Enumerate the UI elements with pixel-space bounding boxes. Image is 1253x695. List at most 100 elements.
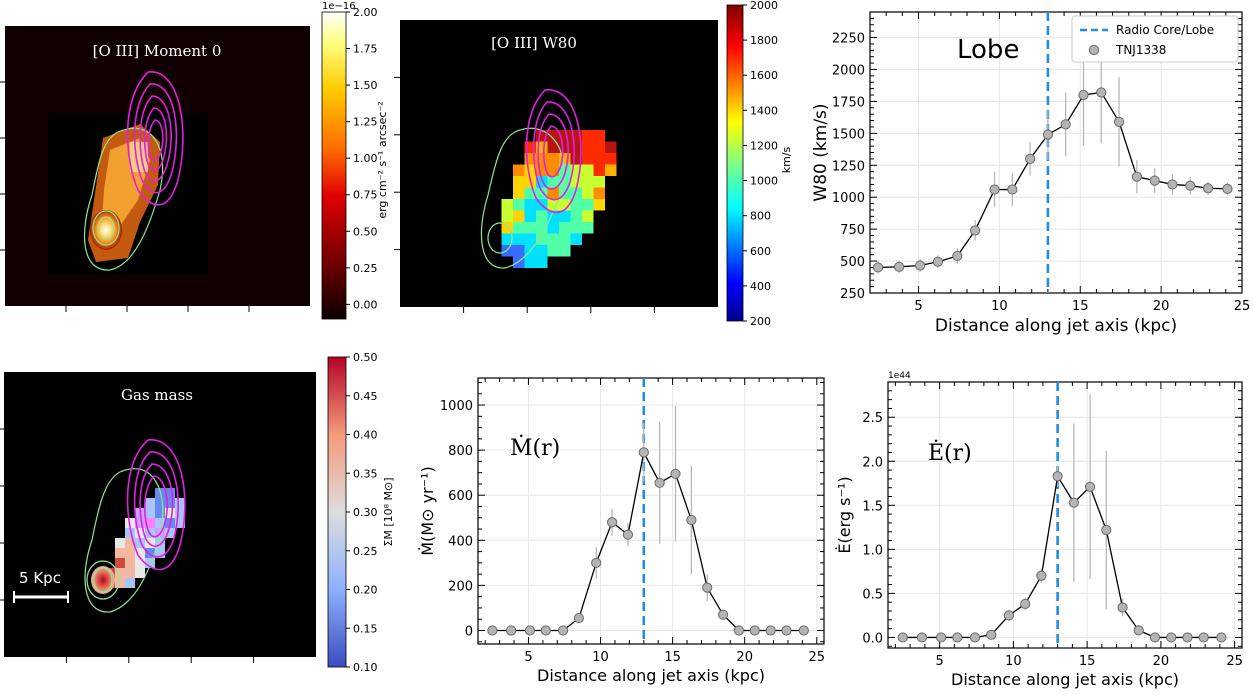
w80map-pixel: [593, 199, 605, 211]
w80-plot-point: [932, 256, 944, 267]
moment0-title: [O III] Moment 0: [93, 42, 222, 60]
gasmass-pixel: [135, 538, 145, 548]
gasmass-pixel: [155, 518, 165, 528]
edot-plot-point: [969, 632, 981, 643]
w80map-pixel: [513, 199, 525, 211]
gasmass-colorbar-tick-label: 0.40: [353, 429, 378, 442]
w80map-pixel: [513, 164, 525, 176]
w80map-pixel: [536, 153, 548, 165]
gasmass-pixel: [155, 498, 165, 508]
mdot-plot-point: [686, 514, 697, 526]
w80-plot-point: [952, 250, 963, 262]
moment0-colorbar-tick-label: 1.25: [353, 116, 378, 129]
w80map-colorbar-tick-label: 1800: [750, 34, 778, 47]
moment0-radio-contours: [126, 71, 184, 206]
mdot-plot-point: [670, 468, 681, 479]
w80-plot-x-tick-label: 20: [1153, 299, 1170, 314]
moment0-colorbar-tick-label: 0.50: [353, 225, 378, 238]
w80map-pixel: [570, 187, 582, 199]
gasmass-pixel: [115, 538, 125, 548]
w80map-pixel: [536, 141, 548, 153]
w80-plot-y-tick-label: 1750: [832, 95, 865, 110]
moment0-colorbar-exponent: 1e−16: [322, 1, 356, 12]
gasmass-pixel: [115, 568, 125, 578]
mdot-plot-point: [733, 625, 745, 636]
w80map-pixel: [547, 210, 559, 222]
gasmass-pixel: [125, 568, 135, 578]
w80map-pixel: [547, 130, 559, 142]
w80map-pixel: [593, 164, 605, 176]
mdot-plot-point: [524, 625, 536, 636]
w80map-pixel: [536, 164, 548, 176]
w80-plot-point: [1222, 183, 1233, 195]
edot-plot-point: [1036, 570, 1047, 581]
edot-plot-x-tick-label: 10: [1005, 654, 1022, 669]
gasmass-green-contours: [84, 468, 164, 613]
w80map-pixel: [501, 222, 513, 234]
gasmass-pixel: [145, 548, 155, 558]
legend-radio-core-label: Radio Core/Lobe: [1116, 23, 1214, 37]
w80map-colorbar-tick-label: 1400: [750, 104, 778, 117]
gasmass-pixel: [135, 568, 145, 578]
w80-plot-point: [1042, 129, 1054, 140]
w80map-pixel: [605, 153, 617, 165]
mdot-plot-xlabel: Distance along jet axis (kpc): [537, 666, 765, 685]
w80map-colorbar-tick-label: 2000: [750, 0, 778, 12]
edot-plot-point: [1182, 632, 1193, 643]
w80map-green-contours: [480, 127, 565, 269]
w80map-colorbar: 2000 1800 1600 1400 1200 1000 800 600 400 200 km/…: [726, 0, 793, 328]
w80map-pixel: [536, 176, 548, 188]
gasmass-colorbar-tick-label: 0.15: [353, 622, 378, 635]
moment0-colorbar-tick-label: 2.00: [353, 6, 378, 19]
edot-plot-point: [1003, 610, 1015, 621]
mdot-profile-plot: 5 10 15 20 25 0 200 400 600 800 1000 Distance along…: [418, 377, 826, 685]
w80-plot-x-tick-label: 10: [991, 299, 1008, 314]
w80map-pixel: [547, 222, 559, 234]
w80map-pixel: [547, 187, 559, 199]
mdot-plot-x-tick-label: 10: [592, 650, 609, 665]
w80map-radio-contours: [525, 89, 582, 213]
w80map-pixel: [570, 199, 582, 211]
mdot-plot-x-tick-label: 5: [524, 650, 532, 665]
legend-box: [1071, 15, 1239, 63]
edot-plot-y-tick-label: 0.0: [862, 631, 883, 646]
gasmass-colorbar-label: ΣM [10⁸ M⊙]: [382, 477, 395, 546]
mdot-plot-point: [557, 625, 569, 636]
mdot-plot-x-tick-label: 25: [809, 650, 826, 665]
w80map-pixel: [582, 164, 594, 176]
w80map-colorbar-tick-label: 600: [750, 245, 771, 258]
w80map-pixel: [547, 245, 559, 257]
w80map-pixel: [582, 222, 594, 234]
edot-plot-x-tick-label: 25: [1226, 654, 1243, 669]
edot-plot-point: [1149, 632, 1161, 643]
mdot-plot-point: [606, 517, 618, 528]
mdot-plot-point: [540, 625, 551, 636]
mdot-plot-y-tick-label: 400: [448, 534, 473, 549]
gasmass-pixel: [125, 578, 135, 588]
edot-plot-x-tick-label: 15: [1079, 654, 1096, 669]
w80map-pixel: [570, 222, 582, 234]
w80map-pixel: [582, 176, 594, 188]
w80-plot-point: [1096, 87, 1107, 98]
gasmass-pixel: [125, 538, 135, 548]
w80map-pixel: [513, 187, 525, 199]
mdot-plot-frame: [477, 377, 825, 645]
w80map-pixel: [513, 233, 525, 245]
mdot-plot-point: [781, 625, 792, 636]
mdot-plot-y-tick-label: 0: [465, 624, 473, 639]
w80map-pixel: [524, 153, 536, 165]
mdot-plot-series-line: [492, 450, 804, 632]
w80map-pixel: [513, 245, 525, 257]
w80map-pixel: [570, 153, 582, 165]
w80-plot-point: [1007, 184, 1018, 195]
w80-plot-point: [1131, 171, 1142, 182]
edot-plot-point: [897, 632, 908, 643]
edot-plot-point: [1020, 598, 1031, 610]
w80map-pixel: [559, 199, 571, 211]
gasmass-pixel: [125, 558, 135, 568]
w80map-title: [O III] W80: [491, 34, 577, 52]
w80map-pixel: [547, 164, 559, 176]
w80map-pixel: [547, 233, 559, 245]
gasmass-pixel: [155, 548, 165, 558]
w80map-pixel: [501, 199, 513, 211]
